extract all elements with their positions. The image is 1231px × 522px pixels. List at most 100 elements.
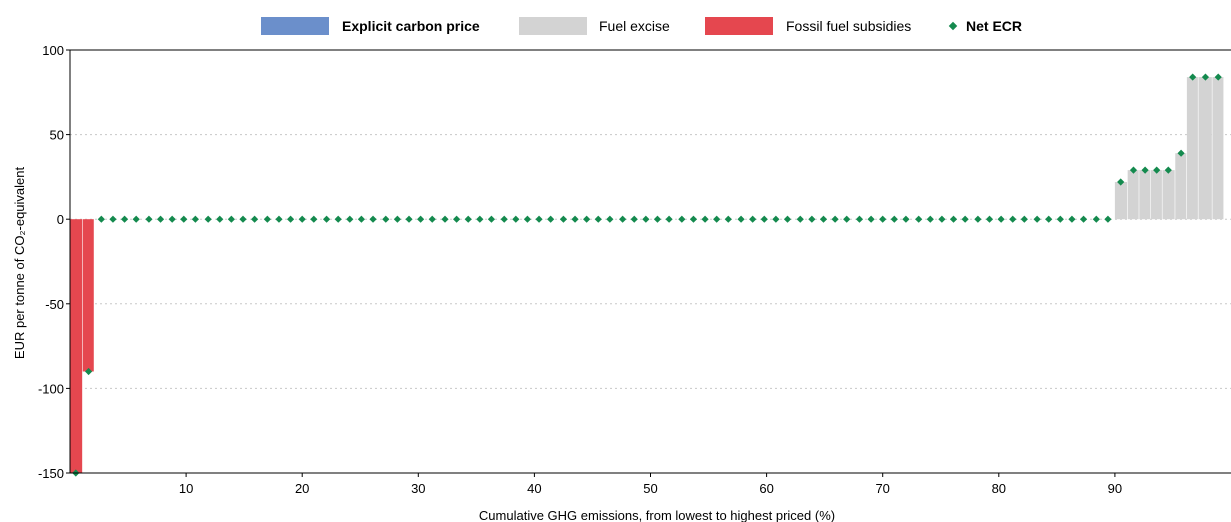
- net-ecr-point: [357, 215, 366, 223]
- net-ecr-point: [938, 215, 946, 223]
- bar-fuel-excise: [1150, 170, 1162, 220]
- net-ecr-point: [594, 215, 602, 223]
- net-ecr-point: [926, 215, 934, 223]
- net-ecr-point: [227, 215, 235, 223]
- net-ecr-point: [867, 215, 875, 223]
- bar-fuel-excise: [1212, 77, 1224, 220]
- net-ecr-point: [523, 215, 532, 223]
- legend-swatch-fossil-fuel-subsidies: [705, 17, 773, 35]
- net-ecr-point: [1068, 215, 1076, 223]
- bar-fuel-excise: [1139, 170, 1151, 220]
- net-ecr-point: [453, 215, 461, 223]
- net-ecr-point: [476, 215, 484, 223]
- net-ecr-point: [156, 215, 165, 223]
- bar-fuel-excise: [1127, 170, 1139, 220]
- y-tick-label: 0: [57, 212, 64, 227]
- net-ecr-point: [772, 215, 780, 223]
- net-ecr-point: [642, 215, 650, 223]
- net-ecr-point: [298, 215, 306, 223]
- net-ecr-point: [855, 215, 864, 223]
- net-ecr-point: [808, 215, 816, 223]
- y-tick-labels: 100 50 0 -50 -100 -150: [38, 43, 64, 481]
- net-ecr-point: [382, 215, 390, 223]
- net-ecr-point: [441, 215, 449, 223]
- net-ecr-point: [974, 215, 982, 223]
- x-tick-label: 40: [527, 481, 541, 496]
- net-ecr-point: [571, 215, 579, 223]
- net-ecr-point: [1092, 215, 1100, 223]
- net-ecr-point: [713, 215, 721, 223]
- net-ecr-point: [109, 215, 117, 223]
- net-ecr-point: [902, 215, 910, 223]
- net-ecr-point: [890, 215, 898, 223]
- net-ecr-point: [819, 215, 828, 223]
- bar-fossil-fuel-subsidies: [70, 219, 83, 473]
- net-ecr-point: [653, 215, 662, 223]
- net-ecr-point: [1104, 215, 1112, 223]
- net-ecr-point: [84, 367, 93, 376]
- legend-label-fuel-excise: Fuel excise: [599, 18, 670, 34]
- x-tick-label: 20: [295, 481, 309, 496]
- net-ecr-point: [275, 215, 283, 223]
- x-tick-label: 60: [759, 481, 773, 496]
- x-tick-label: 10: [179, 481, 193, 496]
- net-ecr-point: [961, 215, 969, 223]
- x-axis-title: Cumulative GHG emissions, from lowest to…: [479, 508, 835, 522]
- net-ecr-point: [500, 215, 508, 223]
- net-ecr-point: [1141, 166, 1149, 174]
- legend: Explicit carbon price Fuel excise Fossil…: [261, 17, 1022, 35]
- net-ecr-point: [216, 215, 224, 223]
- net-ecr-point: [405, 215, 413, 223]
- bar-fossil-fuel-subsidies: [82, 219, 94, 372]
- net-ecr-point: [464, 215, 472, 223]
- legend-label-net-ecr: Net ECR: [966, 18, 1022, 34]
- net-ecr-point: [180, 215, 188, 223]
- y-tick-label: 100: [42, 43, 64, 58]
- net-ecr-point: [749, 215, 757, 223]
- x-tick-label: 80: [992, 481, 1006, 496]
- net-ecr-point: [132, 215, 140, 223]
- bar-fuel-excise: [1186, 77, 1198, 220]
- net-ecr-point: [606, 215, 614, 223]
- net-ecr-point: [879, 215, 887, 223]
- net-ecr-point: [263, 215, 271, 223]
- net-ecr-point: [843, 215, 851, 223]
- net-ecr-point: [239, 215, 247, 223]
- net-ecr-point: [630, 215, 638, 223]
- net-ecr-point: [512, 215, 520, 223]
- x-tick-labels: 10 20 30 40 50 60 70 80 90: [179, 481, 1122, 496]
- net-ecr-point: [204, 215, 212, 223]
- net-ecr-point: [689, 215, 698, 223]
- net-ecr-point: [583, 215, 591, 223]
- net-ecr-point: [1201, 73, 1210, 81]
- net-ecr-point: [783, 215, 792, 223]
- x-tick-label: 50: [643, 481, 657, 496]
- net-ecr-point: [145, 215, 153, 223]
- net-ecr-point: [760, 215, 768, 223]
- net-ecr-point: [915, 215, 923, 223]
- net-ecr-point: [1056, 215, 1064, 223]
- x-tick-label: 30: [411, 481, 425, 496]
- net-ecr-point: [1009, 215, 1017, 223]
- y-axis-title: EUR per tonne of CO₂-equivalent: [12, 167, 27, 360]
- y-tick-label: 50: [50, 128, 64, 143]
- net-ecr-point: [1117, 178, 1125, 186]
- net-ecr-point: [619, 215, 627, 223]
- net-ecr-point: [559, 215, 568, 223]
- net-ecr-point: [97, 215, 105, 223]
- net-ecr-point: [831, 215, 839, 223]
- y-tick-label: -150: [38, 466, 64, 481]
- net-ecr-point: [678, 215, 686, 223]
- net-ecr-point: [1045, 215, 1053, 223]
- net-ecr-point: [547, 215, 555, 223]
- bar-fuel-excise: [1114, 181, 1128, 220]
- bar-fuel-excise: [1175, 153, 1187, 220]
- net-ecr-point: [997, 215, 1005, 223]
- net-ecr-point: [1129, 166, 1138, 174]
- net-ecr-point: [985, 215, 994, 223]
- net-ecr-point: [665, 215, 673, 223]
- net-ecr-points: [72, 73, 1222, 477]
- net-ecr-point: [949, 215, 958, 223]
- x-tick-label: 70: [875, 481, 889, 496]
